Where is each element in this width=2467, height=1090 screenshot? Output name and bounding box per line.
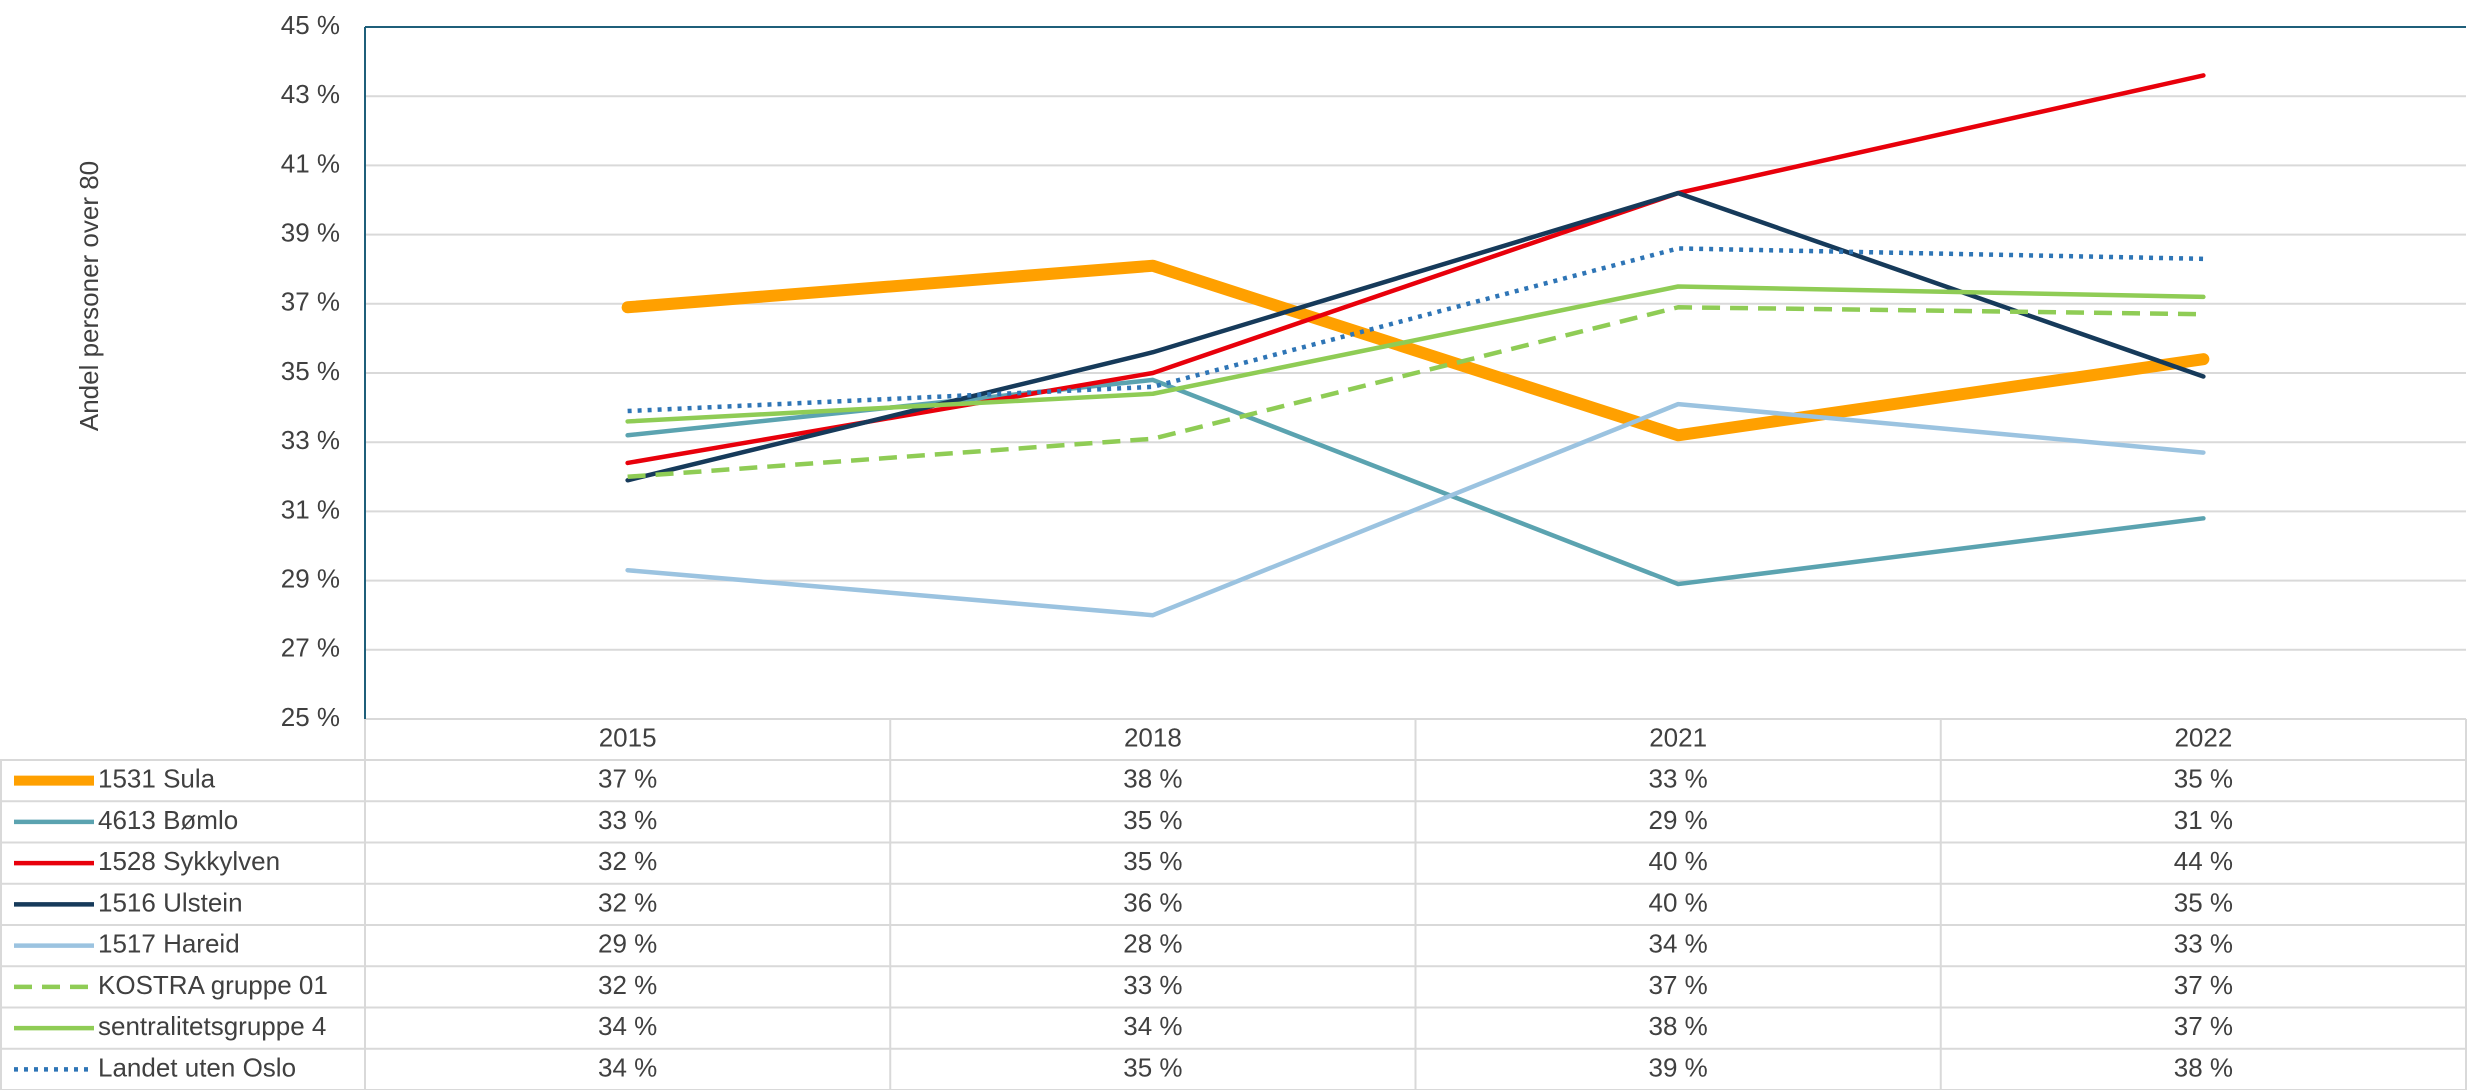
table-cell: 38 % bbox=[1648, 1011, 1707, 1041]
table-cell: 44 % bbox=[2174, 846, 2233, 876]
series-line bbox=[625, 190, 2206, 483]
table-cell: 35 % bbox=[2174, 764, 2233, 794]
table-cell: 34 % bbox=[1123, 1011, 1182, 1041]
table-cell: 38 % bbox=[2174, 1052, 2233, 1082]
x-tick-label: 2021 bbox=[1649, 722, 1707, 752]
series-line bbox=[625, 73, 2206, 466]
table-cell: 33 % bbox=[2174, 929, 2233, 959]
y-tick-label: 29 % bbox=[281, 563, 340, 593]
y-tick-label: 41 % bbox=[281, 148, 340, 178]
y-tick-label: 27 % bbox=[281, 633, 340, 663]
table-cell: 37 % bbox=[2174, 970, 2233, 1000]
y-tick-label: 39 % bbox=[281, 217, 340, 247]
x-tick-label: 2022 bbox=[2174, 722, 2232, 752]
y-tick-label: 43 % bbox=[281, 79, 340, 109]
series-line bbox=[621, 259, 2210, 442]
y-tick-label: 31 % bbox=[281, 494, 340, 524]
table-cell: 28 % bbox=[1123, 929, 1182, 959]
table-cell: 40 % bbox=[1648, 887, 1707, 917]
legend-label: 4613 Bømlo bbox=[98, 805, 238, 835]
y-tick-label: 33 % bbox=[281, 425, 340, 455]
y-tick-label: 37 % bbox=[281, 287, 340, 317]
table-cell: 33 % bbox=[1123, 970, 1182, 1000]
table-cell: 40 % bbox=[1648, 846, 1707, 876]
legend-label: KOSTRA gruppe 01 bbox=[98, 970, 328, 1000]
table-cell: 37 % bbox=[2174, 1011, 2233, 1041]
table-cell: 39 % bbox=[1648, 1052, 1707, 1082]
series-line bbox=[627, 305, 2204, 480]
series-line bbox=[625, 284, 2206, 424]
table-cell: 34 % bbox=[1648, 929, 1707, 959]
x-tick-label: 2015 bbox=[599, 722, 657, 752]
table-cell: 29 % bbox=[1648, 805, 1707, 835]
table-cell: 38 % bbox=[1123, 764, 1182, 794]
table-cell: 37 % bbox=[598, 764, 657, 794]
y-tick-label: 35 % bbox=[281, 356, 340, 386]
legend-label: Landet uten Oslo bbox=[98, 1052, 296, 1082]
table-cell: 36 % bbox=[1123, 887, 1182, 917]
x-tick-label: 2018 bbox=[1124, 722, 1182, 752]
table-cell: 32 % bbox=[598, 970, 657, 1000]
table-cell: 32 % bbox=[598, 887, 657, 917]
table-cell: 35 % bbox=[1123, 1052, 1182, 1082]
table-cell: 33 % bbox=[1648, 764, 1707, 794]
table-cell: 34 % bbox=[598, 1052, 657, 1082]
table-cell: 33 % bbox=[598, 805, 657, 835]
table-cell: 35 % bbox=[1123, 846, 1182, 876]
table-cell: 31 % bbox=[2174, 805, 2233, 835]
table-cell: 37 % bbox=[1648, 970, 1707, 1000]
legend-label: 1528 Sykkylven bbox=[98, 846, 280, 876]
legend-label: sentralitetsgruppe 4 bbox=[98, 1011, 326, 1041]
table-cell: 35 % bbox=[2174, 887, 2233, 917]
table-cell: 29 % bbox=[598, 929, 657, 959]
table-cell: 32 % bbox=[598, 846, 657, 876]
legend-label: 1517 Hareid bbox=[98, 929, 240, 959]
y-axis-title: Andel personer over 80 bbox=[74, 161, 104, 431]
series-line bbox=[627, 246, 2204, 414]
y-tick-label: 25 % bbox=[281, 702, 340, 732]
series-line bbox=[625, 401, 2206, 618]
table-cell: 35 % bbox=[1123, 805, 1182, 835]
table-cell: 34 % bbox=[598, 1011, 657, 1041]
y-tick-label: 45 % bbox=[281, 10, 340, 40]
legend-label: 1516 Ulstein bbox=[98, 887, 243, 917]
legend-label: 1531 Sula bbox=[98, 764, 216, 794]
